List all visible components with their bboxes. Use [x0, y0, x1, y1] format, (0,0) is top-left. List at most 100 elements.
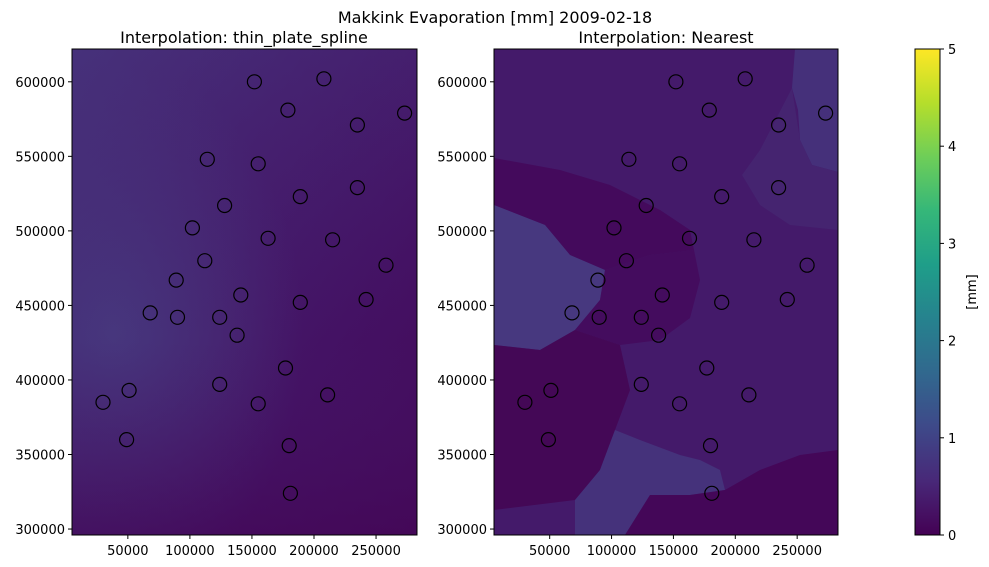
panel-thin-plate-spline: Interpolation: thin_plate_spline 50000 10…: [15, 28, 418, 559]
station-marker: [621, 151, 637, 167]
station-marker: [540, 432, 557, 448]
y-tick-label: 550000: [15, 150, 65, 165]
station-marker: [121, 382, 137, 398]
x-tick-label: 150000: [649, 544, 699, 559]
panel-nearest: Interpolation: Nearest 50000 100000 150000…: [437, 28, 839, 559]
station-marker: [702, 438, 719, 454]
panel-title: Interpolation: Nearest: [578, 28, 753, 47]
y-tick-label: 400000: [15, 374, 65, 389]
heatmap-field-vertical: [72, 49, 417, 535]
region-far-west: [494, 205, 605, 350]
station-marker: [779, 291, 795, 308]
station-marker: [397, 105, 413, 121]
station-marker: [699, 360, 715, 376]
station-marker: [292, 189, 308, 205]
station-marker: [543, 382, 559, 398]
station-marker: [714, 294, 730, 310]
x-tick-label: 50000: [529, 544, 570, 559]
station-marker: [564, 305, 580, 321]
region-west-dark: [494, 158, 694, 270]
station-marker: [671, 156, 688, 172]
station-marker: [591, 309, 607, 325]
y-tick-label: 300000: [437, 523, 487, 538]
station-marker: [606, 220, 622, 236]
colorbar-tick-label: 2: [948, 335, 956, 350]
y-tick-label: 500000: [15, 225, 65, 240]
station-marker: [169, 309, 186, 325]
y-tick-label: 350000: [15, 448, 65, 463]
station-marker: [277, 360, 294, 376]
station-marker: [281, 438, 297, 454]
station-marker: [320, 387, 336, 403]
station-marker: [250, 396, 266, 412]
station-marker: [95, 394, 111, 410]
y-tick-label: 300000: [15, 523, 65, 538]
colorbar-tick-label: 0: [948, 529, 956, 544]
x-tick-label: 200000: [289, 544, 339, 559]
station-marker: [770, 180, 787, 196]
station-marker: [212, 309, 228, 325]
y-axis: 300000 350000 400000 450000 500000 550000 6000…: [15, 76, 72, 538]
station-marker: [704, 485, 720, 501]
station-marker: [633, 376, 649, 392]
x-tick-label: 250000: [351, 544, 401, 559]
station-marker: [770, 117, 787, 133]
station-markers: [517, 71, 834, 501]
station-marker: [233, 287, 249, 303]
station-marker: [282, 485, 298, 501]
plot-frame: [493, 48, 839, 536]
y-tick-label: 600000: [437, 76, 487, 91]
station-marker: [349, 117, 365, 133]
region-southeast-dark: [625, 450, 838, 535]
colorbar: 0 1 2 3 4 5 [mm]: [914, 43, 980, 544]
station-marker: [517, 394, 533, 410]
x-tick-label: 150000: [227, 544, 277, 559]
station-marker: [378, 257, 394, 273]
region-south: [575, 430, 725, 535]
x-tick-label: 100000: [165, 544, 215, 559]
colorbar-tick-label: 5: [948, 43, 956, 58]
station-marker: [737, 71, 753, 87]
panel-title: Interpolation: thin_plate_spline: [120, 28, 368, 48]
station-marker: [358, 291, 374, 308]
station-marker: [217, 197, 233, 214]
y-tick-label: 400000: [437, 374, 487, 389]
colorbar-ticks: 0 1 2 3 4 5: [940, 43, 956, 544]
station-marker: [260, 230, 276, 246]
station-marker: [325, 232, 341, 248]
station-marker: [142, 305, 158, 321]
station-marker: [316, 71, 332, 87]
colorbar-tick-label: 3: [948, 237, 956, 252]
station-marker: [184, 220, 200, 236]
station-marker: [168, 272, 184, 288]
x-tick-label: 250000: [772, 544, 822, 559]
y-tick-label: 600000: [15, 76, 65, 91]
station-marker: [118, 432, 135, 448]
colorbar-label: [mm]: [965, 274, 980, 309]
colorbar-frame: [914, 48, 941, 536]
station-marker: [799, 257, 815, 273]
station-marker: [212, 376, 228, 392]
station-marker: [199, 151, 215, 167]
station-marker: [349, 180, 365, 196]
station-marker: [618, 253, 635, 269]
x-tick-label: 200000: [710, 544, 760, 559]
station-marker: [633, 309, 649, 325]
station-markers: [95, 71, 413, 501]
y-axis: 300000 350000 400000 450000 500000 550000 6000…: [437, 76, 494, 538]
station-marker: [714, 189, 730, 205]
y-tick-label: 500000: [437, 225, 487, 240]
station-marker: [197, 253, 213, 269]
y-tick-label: 350000: [437, 448, 487, 463]
figure-title: Makkink Evaporation [mm] 2009-02-18: [338, 8, 652, 27]
y-tick-label: 450000: [437, 299, 487, 314]
plot-frame: [71, 48, 418, 536]
colorbar-tick-label: 4: [948, 140, 956, 155]
region-center-dark: [575, 250, 700, 345]
station-marker: [671, 396, 688, 412]
station-marker: [246, 74, 262, 90]
station-marker: [250, 156, 266, 172]
colorbar-tick-label: 1: [948, 432, 956, 447]
station-marker: [292, 294, 308, 310]
